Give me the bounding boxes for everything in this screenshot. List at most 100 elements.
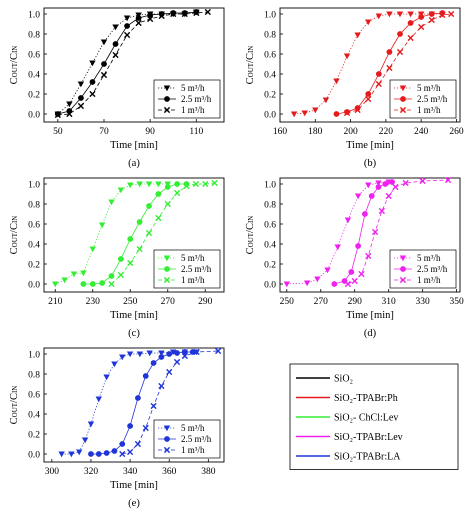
data-point: [389, 179, 395, 185]
y-tick-label: 0.4: [28, 70, 40, 80]
data-point: [112, 448, 118, 454]
x-tick-label: 290: [198, 297, 213, 307]
data-point: [170, 10, 176, 16]
x-tick-label: 230: [86, 297, 101, 307]
data-point: [104, 450, 110, 456]
data-point: [96, 451, 102, 457]
x-tick-label: 330: [416, 297, 431, 307]
chart-panel: 0.00.20.40.60.81.0300 320 340 360 380Time [m…: [9, 348, 224, 509]
data-point: [408, 20, 414, 26]
legend-marker: [400, 96, 406, 102]
data-point: [90, 79, 96, 85]
data-point: [158, 354, 164, 360]
key-label: SiO₂: [334, 374, 353, 385]
data-point: [174, 350, 180, 356]
panel-label: (a): [128, 158, 140, 169]
x-tick-label: 320: [84, 467, 99, 477]
legend-label: 5 m³/h: [417, 83, 441, 93]
legend-label: 1 m³/h: [181, 105, 205, 115]
legend: 5 m³/h2.5 m³/h1 m³/h: [154, 420, 220, 458]
key-label: SiO₂- ChCl:Lev: [334, 413, 398, 424]
data-point: [119, 441, 125, 447]
data-point: [99, 280, 105, 286]
y-tick-label: 0.2: [28, 430, 40, 440]
x-tick-label: 180: [308, 127, 323, 137]
legend: 5 m³/h2.5 m³/h1 m³/h: [154, 80, 220, 118]
material-key: SiO₂SiO₂-TPABr:PhSiO₂- ChCl:LevSiO₂-TPAB…: [290, 364, 458, 470]
legend-marker: [164, 436, 170, 442]
x-axis-title: Time [min]: [110, 140, 158, 151]
y-tick-label: 0.8: [264, 30, 276, 40]
chart-panel: 0.00.20.40.60.81.0250 270 290 310 330 350Time…: [245, 177, 464, 339]
legend-label: 5 m³/h: [417, 253, 441, 263]
data-point: [166, 351, 172, 357]
data-point: [397, 31, 403, 37]
data-point: [109, 273, 115, 279]
data-point: [369, 193, 375, 199]
data-point: [78, 95, 84, 101]
data-point: [101, 61, 107, 67]
data-point: [331, 281, 337, 287]
data-point: [376, 184, 382, 190]
legend: 5 m³/h2.5 m³/h1 m³/h: [154, 250, 220, 288]
x-tick-label: 250: [123, 297, 138, 307]
legend-label: 1 m³/h: [181, 445, 205, 455]
data-point: [88, 451, 94, 457]
panel-label: (e): [128, 498, 140, 509]
data-point: [429, 11, 435, 17]
y-tick-label: 0.6: [28, 390, 40, 400]
x-tick-label: 50: [53, 127, 63, 137]
legend-label: 2.5 m³/h: [181, 434, 212, 444]
data-point: [174, 181, 180, 187]
x-tick-label: 220: [379, 127, 394, 137]
y-tick-label: 0.4: [28, 410, 40, 420]
y-tick-label: 0.2: [264, 260, 276, 270]
data-point: [143, 373, 149, 379]
y-axis-title: COUT/CIN: [9, 216, 20, 255]
y-axis-title: COUT/CIN: [245, 216, 256, 255]
y-tick-label: 0.8: [28, 30, 40, 40]
x-tick-label: 310: [382, 297, 397, 307]
legend-marker: [400, 266, 406, 272]
x-tick-label: 160: [273, 127, 288, 137]
panel-label: (d): [364, 328, 377, 339]
chart-panel: 0.0 0.2 0.4 0.6 0.8 1.0 160 180 200 220 240 260 Time…: [245, 8, 464, 169]
data-point: [90, 281, 96, 287]
chart-panel: 0.00.20.40.60.81.0210 230 250 270 290Time [m…: [9, 178, 224, 339]
legend-label: 1 m³/h: [417, 105, 441, 115]
legend: 5 m³/h2.5 m³/h1 m³/h: [390, 250, 456, 288]
data-point: [137, 219, 143, 225]
legend: 5 m³/h2.5 m³/h1 m³/h: [390, 80, 456, 118]
data-point: [376, 71, 382, 77]
legend-label: 2.5 m³/h: [181, 94, 212, 104]
y-tick-label: 1.0: [264, 180, 276, 190]
y-tick-label: 0.6: [28, 220, 40, 230]
data-point: [355, 243, 361, 249]
legend-label: 1 m³/h: [417, 275, 441, 285]
y-tick-label: 0.0: [264, 280, 276, 290]
legend-marker: [164, 266, 170, 272]
y-tick-label: 0.6: [264, 50, 276, 60]
y-tick-label: 1.0: [28, 180, 40, 190]
x-tick-label: 70: [99, 127, 109, 137]
data-point: [113, 41, 119, 47]
panel-label: (c): [128, 328, 140, 339]
legend-label: 2.5 m³/h: [417, 264, 448, 274]
y-tick-label: 1.0: [28, 350, 40, 360]
x-tick-label: 260: [449, 127, 464, 137]
data-point: [165, 184, 171, 190]
y-tick-label: 1.0: [264, 10, 276, 20]
data-point: [135, 395, 141, 401]
y-tick-label: 0.0: [28, 110, 40, 120]
y-axis-title: COUT/CIN: [245, 46, 256, 85]
y-axis-title: COUT/CIN: [9, 46, 20, 85]
data-point: [382, 181, 388, 187]
y-tick-label: 0.0: [264, 110, 276, 120]
data-point: [80, 281, 86, 287]
legend-label: 2.5 m³/h: [181, 264, 212, 274]
x-tick-label: 290: [348, 297, 363, 307]
chart-panel: 0.00.20.40.60.81.050 70 90 110Time [min]COU…: [9, 8, 224, 169]
data-point: [127, 423, 133, 429]
x-tick-label: 340: [123, 467, 138, 477]
y-tick-label: 0.2: [28, 260, 40, 270]
